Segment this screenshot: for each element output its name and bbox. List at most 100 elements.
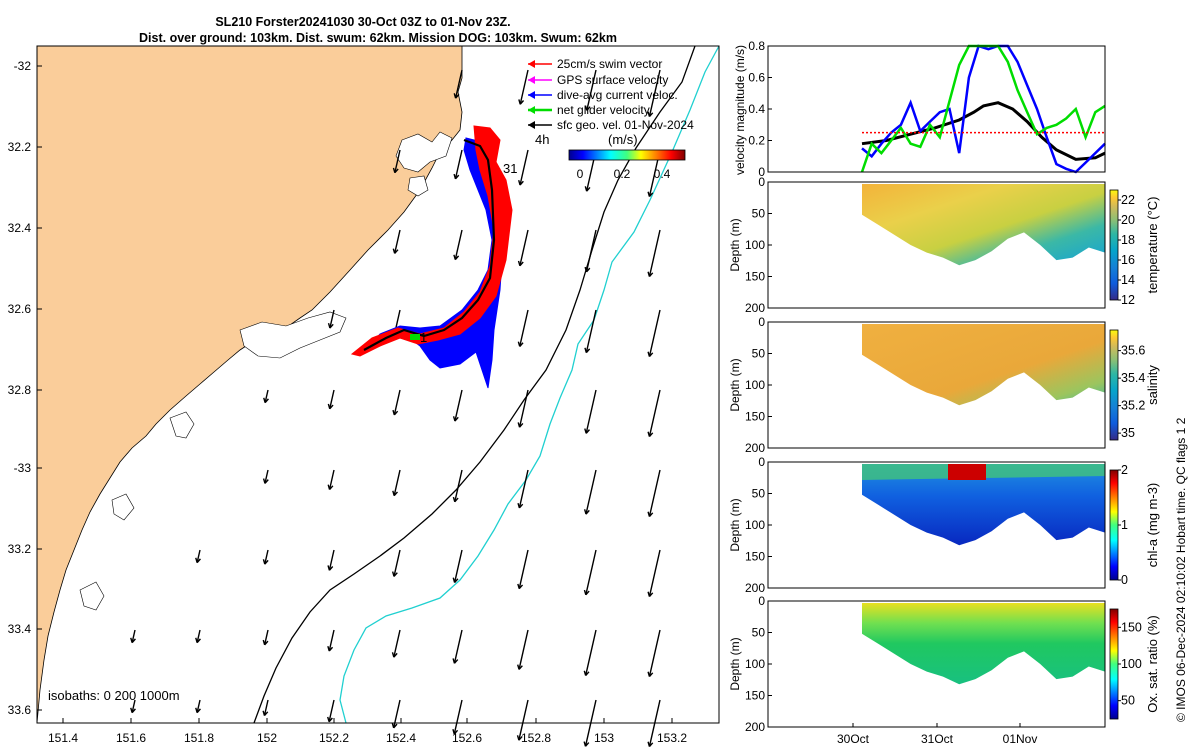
section-y-tick-label: 200	[745, 441, 765, 455]
map-y-tick-label: 33.6	[8, 703, 32, 717]
section-data-field	[862, 184, 1105, 266]
geo-velocity-arrow	[454, 389, 463, 422]
geo-velocity-arrowhead	[452, 577, 459, 584]
map-x-tick-label: 151.6	[116, 731, 146, 745]
geo-velocity-arrowhead	[392, 490, 399, 497]
geo-velocity-arrow	[648, 69, 661, 117]
geo-velocity-arrowhead	[453, 93, 460, 99]
figure-title-line1: SL210 Forster20241030 30-Oct 03Z to 01-N…	[215, 15, 510, 29]
geo-velocity-arrow	[393, 229, 401, 254]
colorbar-tick-label: 100	[1121, 657, 1142, 671]
lake	[169, 411, 195, 439]
map-y-tick-label: 33.2	[8, 542, 32, 556]
geo-velocity-arrow	[329, 309, 335, 329]
colorbar-tick-label: 35.2	[1121, 399, 1145, 413]
geo-velocity-arrow	[329, 389, 335, 409]
section-y-tick-label: 0	[758, 315, 765, 329]
section-colorbar	[1109, 608, 1119, 720]
legend-net: net glider velocity	[557, 103, 650, 117]
section-y-tick-label: 200	[745, 581, 765, 595]
geo-velocity-arrow	[393, 469, 401, 496]
colorbar-tick-label: 12	[1121, 293, 1135, 307]
section-y-tick-label: 50	[752, 207, 766, 221]
section-y-tick-label: 150	[745, 270, 765, 284]
map-x-tick-label: 152.8	[521, 731, 551, 745]
geo-velocity-arrow	[585, 389, 597, 434]
colorbar-tick-label: 22	[1121, 193, 1135, 207]
map-x-tick-label: 152.4	[386, 731, 416, 745]
geo-velocity-arrow	[518, 629, 529, 670]
section-y-tick-label: 50	[752, 626, 766, 640]
map-y-tick-label: 32.8	[8, 383, 32, 397]
geo-velocity-arrow	[328, 549, 335, 571]
geo-velocity-arrowhead	[517, 422, 524, 428]
geo-velocity-arrow	[518, 699, 529, 741]
section-y-tick-label: 50	[752, 487, 766, 501]
geo-velocity-arrowhead	[647, 431, 654, 438]
geo-velocity-arrowhead	[452, 658, 459, 664]
geo-velocity-arrow	[648, 629, 661, 677]
isobath-200m	[253, 45, 696, 724]
section-y-tick-label: 100	[745, 378, 765, 392]
geo-velocity-arrowhead	[647, 111, 654, 118]
map-panel: 31 1 25cm/s swim vector GPS surface velo…	[8, 45, 720, 748]
section-y-tick-label: 150	[745, 410, 765, 424]
legend-dac: dive-avg current veloc.	[557, 88, 678, 102]
velocity-y-tick-label: 0.2	[748, 134, 765, 148]
geo-velocity-arrowhead	[327, 646, 334, 652]
arrow-scale-label: 4h	[535, 132, 549, 147]
section-ylabel: Depth (m)	[728, 637, 742, 690]
section-panel: 0 50 100 150 200 Depth (m) 0 1 2 chl-a (mg m-3)	[728, 455, 1160, 595]
map-x-axis: 151.4 151.6 151.8 152 152.2 152.4 152.6 152.8 15…	[48, 718, 687, 745]
geo-velocity-arrowhead	[130, 637, 136, 644]
map-x-tick-label: 153.2	[657, 731, 687, 745]
colorbar-tick-label: 35.4	[1121, 371, 1145, 385]
geo-velocity-arrow	[264, 549, 269, 565]
lake	[395, 131, 453, 173]
colorbar-tick-label: 18	[1121, 233, 1135, 247]
geo-velocity-arrowhead	[392, 409, 399, 416]
section-y-tick-label: 100	[745, 238, 765, 252]
geo-velocity-arrowhead	[262, 559, 269, 565]
geo-velocity-arrowhead	[391, 652, 398, 658]
geo-velocity-arrow	[454, 229, 463, 260]
colorbar-label: salinity	[1145, 365, 1160, 405]
section-y-tick-label: 0	[758, 455, 765, 469]
lake	[407, 175, 429, 197]
velocity-ylabel: velocity magnitude (m/s)	[733, 45, 747, 175]
geo-velocity-arrow	[584, 629, 597, 676]
geo-velocity-arrow	[454, 469, 463, 502]
geo-velocity-arrowhead	[517, 664, 523, 670]
velocity-y-axis: 0 0.2 0.4 0.6 0.8	[748, 39, 772, 179]
map-colorbar: 4h (m/s) 0 0.2 0.4	[535, 132, 686, 181]
geo-velocity-arrow	[454, 149, 463, 180]
geo-velocity-arrowhead	[452, 496, 459, 503]
geo-velocity-arrowhead	[647, 671, 654, 678]
section-x-tick-label: 01Nov	[1003, 732, 1038, 746]
section-x-tick-label: 31Oct	[921, 732, 954, 746]
section-y-tick-label: 50	[752, 347, 766, 361]
geo-velocity-arrowhead	[453, 254, 460, 261]
geo-velocity-arrowhead	[453, 173, 460, 180]
colorbar-tick-label: 50	[1121, 694, 1135, 708]
section-panel: 0 50 100 150 200 Depth (m) 35 35.2 35.4 35.6salin…	[728, 315, 1160, 455]
geo-velocity-arrow	[585, 309, 597, 353]
geo-velocity-arrow	[519, 149, 529, 186]
map-y-tick-label: 32.2	[8, 140, 32, 154]
geo-velocity-arrow	[328, 699, 335, 722]
section-x-tick-label: 30Oct	[837, 732, 870, 746]
geo-velocity-arrowhead	[195, 557, 201, 564]
geo-velocity-arrow	[648, 389, 661, 437]
colorbar-tick: 0.4	[654, 167, 671, 181]
geo-velocity-arrowhead	[583, 741, 590, 747]
lake	[111, 493, 135, 521]
chl-maximum-patch	[948, 464, 986, 480]
map-x-tick-label: 152	[257, 731, 277, 745]
geo-velocity-arrowhead	[392, 167, 399, 174]
colorbar-label: chl-a (mg m-3)	[1145, 483, 1160, 568]
geo-velocity-arrow	[264, 389, 269, 403]
geo-velocity-arrowhead	[647, 271, 654, 278]
map-x-tick-label: 153	[594, 731, 614, 745]
geo-velocity-arrow	[648, 469, 661, 517]
